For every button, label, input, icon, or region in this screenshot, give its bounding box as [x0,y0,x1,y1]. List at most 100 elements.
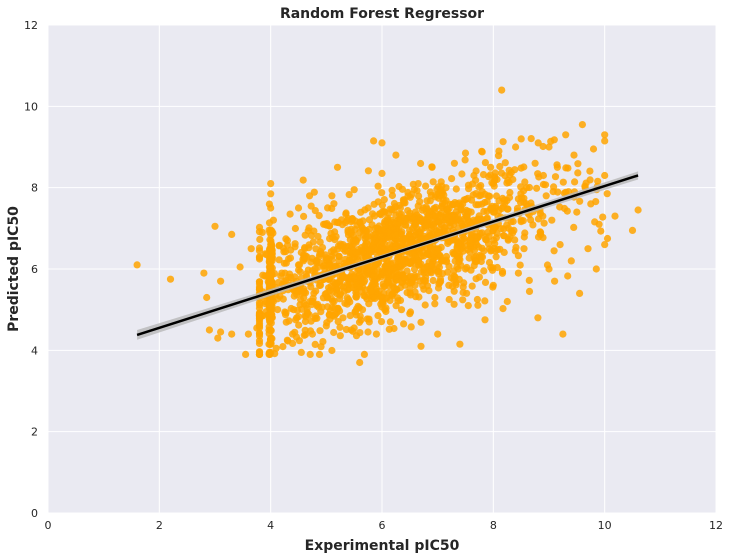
data-point [356,358,364,367]
data-point [498,267,507,276]
data-point [509,175,517,184]
data-point [358,306,367,314]
data-point [350,186,358,194]
data-point [267,314,275,322]
data-point [292,316,300,324]
data-point [564,164,572,172]
data-point [417,318,425,326]
data-point [576,197,584,205]
x-tick-labels: 0 2 4 6 8 10 12 [45,519,724,532]
data-point [481,297,489,305]
data-point [351,274,359,282]
data-point [394,297,402,305]
data-point [545,143,553,151]
data-point [576,289,584,297]
data-point [436,192,444,200]
data-point [474,301,482,309]
data-point [256,235,264,243]
chart-title: Random Forest Regressor [280,6,484,22]
data-point [286,254,295,262]
data-point [414,202,422,210]
data-point [315,212,323,220]
data-point [291,224,299,233]
data-point [484,192,492,200]
data-point [453,245,461,253]
regression-line [136,174,639,337]
data-point [586,167,594,175]
data-point [503,297,511,306]
data-point [454,211,462,219]
data-point [329,288,337,296]
data-point [296,268,304,276]
data-point [429,276,437,285]
data-point [364,328,372,336]
data-point [255,304,264,312]
data-point [400,196,408,204]
data-point [461,156,469,164]
data-point [306,192,314,200]
data-point [534,314,542,322]
data-point [291,243,299,251]
data-point [345,191,353,199]
data-point [351,308,359,316]
data-point [315,350,324,358]
data-point [280,278,288,286]
data-point [436,279,444,287]
data-point [360,350,368,358]
data-point [499,305,507,313]
data-point [407,323,415,331]
data-point [267,190,275,198]
data-point [567,257,575,265]
data-point [493,229,501,238]
data-point [481,278,490,286]
data-point [603,190,611,198]
data-point [205,326,213,334]
data-point [369,210,377,218]
data-point [328,192,336,200]
data-point [330,246,338,254]
data-point [378,297,386,306]
data-point [295,321,303,329]
data-point [611,212,619,220]
data-point [564,188,573,196]
data-point [448,175,456,183]
data-point [601,131,609,139]
data-point [428,163,436,171]
data-point [410,265,419,273]
data-point [310,289,318,297]
data-point [314,232,322,241]
data-point [267,338,275,346]
data-point [601,241,609,249]
x-axis-label: Experimental pIC50 [305,538,460,554]
data-point [166,275,175,283]
data-point [547,137,555,145]
x-tick-label: 2 [156,519,163,532]
x-tick-label: 0 [45,519,52,532]
data-point [345,295,353,304]
data-point [480,207,488,215]
data-point [498,86,506,94]
data-point [325,255,333,263]
data-point [517,216,525,224]
data-point [527,135,535,143]
data-point [564,272,572,280]
data-point [307,258,315,266]
data-point [406,284,414,292]
data-point [272,344,280,352]
x-tick-label: 6 [379,519,386,532]
data-point [497,225,505,233]
data-point [359,217,367,225]
data-point [292,333,301,341]
data-point [553,163,562,171]
data-point [307,231,315,239]
data-point [421,301,429,309]
y-tick-label: 2 [31,426,38,439]
data-point [444,268,452,276]
data-point [267,241,275,249]
data-point [328,204,336,212]
data-point [279,343,287,351]
data-point [339,241,347,249]
data-point [452,185,460,193]
data-point [468,282,476,290]
data-point [537,228,545,236]
